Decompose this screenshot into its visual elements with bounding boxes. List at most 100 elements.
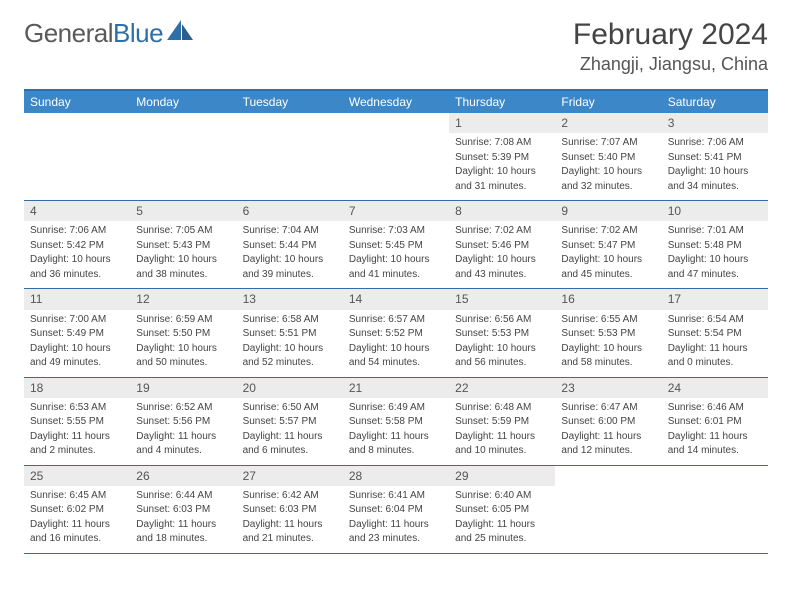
sunrise-text: Sunrise: 6:48 AM (455, 401, 549, 415)
calendar-cell: 10Sunrise: 7:01 AMSunset: 5:48 PMDayligh… (662, 201, 768, 288)
daylight2-text: and 8 minutes. (349, 444, 443, 458)
sunset-text: Sunset: 5:56 PM (136, 415, 230, 429)
day-number (662, 466, 768, 486)
cell-body: Sunrise: 7:00 AMSunset: 5:49 PMDaylight:… (24, 310, 130, 377)
calendar-cell: 27Sunrise: 6:42 AMSunset: 6:03 PMDayligh… (237, 466, 343, 553)
sunrise-text: Sunrise: 6:45 AM (30, 489, 124, 503)
daylight1-text: Daylight: 10 hours (455, 253, 549, 267)
daylight2-text: and 0 minutes. (668, 356, 762, 370)
sunrise-text: Sunrise: 7:07 AM (561, 136, 655, 150)
weekday-sunday: Sunday (24, 91, 130, 113)
day-number: 15 (449, 289, 555, 309)
calendar-cell: 26Sunrise: 6:44 AMSunset: 6:03 PMDayligh… (130, 466, 236, 553)
sunrise-text: Sunrise: 6:49 AM (349, 401, 443, 415)
daylight2-text: and 6 minutes. (243, 444, 337, 458)
daylight1-text: Daylight: 10 hours (30, 253, 124, 267)
cell-body: Sunrise: 6:53 AMSunset: 5:55 PMDaylight:… (24, 398, 130, 465)
sunset-text: Sunset: 5:43 PM (136, 239, 230, 253)
daylight1-text: Daylight: 11 hours (349, 518, 443, 532)
day-number (24, 113, 130, 133)
cell-body: Sunrise: 6:42 AMSunset: 6:03 PMDaylight:… (237, 486, 343, 553)
sunrise-text: Sunrise: 6:41 AM (349, 489, 443, 503)
calendar-cell: 7Sunrise: 7:03 AMSunset: 5:45 PMDaylight… (343, 201, 449, 288)
day-number: 18 (24, 378, 130, 398)
day-number: 9 (555, 201, 661, 221)
sunset-text: Sunset: 5:55 PM (30, 415, 124, 429)
daylight1-text: Daylight: 11 hours (668, 342, 762, 356)
sunset-text: Sunset: 6:01 PM (668, 415, 762, 429)
day-number: 25 (24, 466, 130, 486)
logo: GeneralBlue (24, 18, 195, 49)
sunrise-text: Sunrise: 7:06 AM (30, 224, 124, 238)
daylight1-text: Daylight: 11 hours (136, 518, 230, 532)
calendar-cell: 4Sunrise: 7:06 AMSunset: 5:42 PMDaylight… (24, 201, 130, 288)
sunrise-text: Sunrise: 7:08 AM (455, 136, 549, 150)
sunrise-text: Sunrise: 7:06 AM (668, 136, 762, 150)
sunrise-text: Sunrise: 6:53 AM (30, 401, 124, 415)
day-number: 19 (130, 378, 236, 398)
calendar-cell: 14Sunrise: 6:57 AMSunset: 5:52 PMDayligh… (343, 289, 449, 376)
calendar-week: 25Sunrise: 6:45 AMSunset: 6:02 PMDayligh… (24, 466, 768, 554)
calendar-cell: 15Sunrise: 6:56 AMSunset: 5:53 PMDayligh… (449, 289, 555, 376)
weekday-tuesday: Tuesday (237, 91, 343, 113)
day-number: 10 (662, 201, 768, 221)
sunrise-text: Sunrise: 6:42 AM (243, 489, 337, 503)
day-number: 23 (555, 378, 661, 398)
day-number: 28 (343, 466, 449, 486)
sunset-text: Sunset: 5:53 PM (455, 327, 549, 341)
daylight2-text: and 49 minutes. (30, 356, 124, 370)
daylight2-text: and 39 minutes. (243, 268, 337, 282)
cell-body: Sunrise: 7:03 AMSunset: 5:45 PMDaylight:… (343, 221, 449, 288)
sunset-text: Sunset: 5:57 PM (243, 415, 337, 429)
daylight1-text: Daylight: 10 hours (455, 165, 549, 179)
calendar-week: 18Sunrise: 6:53 AMSunset: 5:55 PMDayligh… (24, 378, 768, 466)
cell-body: Sunrise: 7:01 AMSunset: 5:48 PMDaylight:… (662, 221, 768, 288)
calendar-cell-empty (343, 113, 449, 200)
day-number: 1 (449, 113, 555, 133)
sunset-text: Sunset: 5:49 PM (30, 327, 124, 341)
day-number (555, 466, 661, 486)
calendar-cell: 5Sunrise: 7:05 AMSunset: 5:43 PMDaylight… (130, 201, 236, 288)
day-number (343, 113, 449, 133)
sunrise-text: Sunrise: 7:01 AM (668, 224, 762, 238)
day-number (130, 113, 236, 133)
daylight1-text: Daylight: 10 hours (243, 253, 337, 267)
day-number: 17 (662, 289, 768, 309)
cell-body: Sunrise: 7:06 AMSunset: 5:42 PMDaylight:… (24, 221, 130, 288)
daylight1-text: Daylight: 10 hours (243, 342, 337, 356)
sunset-text: Sunset: 5:44 PM (243, 239, 337, 253)
sunrise-text: Sunrise: 6:54 AM (668, 313, 762, 327)
day-number: 24 (662, 378, 768, 398)
sunrise-text: Sunrise: 7:00 AM (30, 313, 124, 327)
calendar-cell: 17Sunrise: 6:54 AMSunset: 5:54 PMDayligh… (662, 289, 768, 376)
daylight1-text: Daylight: 11 hours (243, 518, 337, 532)
cell-body: Sunrise: 6:56 AMSunset: 5:53 PMDaylight:… (449, 310, 555, 377)
sunrise-text: Sunrise: 7:04 AM (243, 224, 337, 238)
daylight1-text: Daylight: 10 hours (668, 165, 762, 179)
day-number: 4 (24, 201, 130, 221)
sunrise-text: Sunrise: 7:02 AM (561, 224, 655, 238)
day-number: 11 (24, 289, 130, 309)
daylight1-text: Daylight: 10 hours (561, 253, 655, 267)
cell-body: Sunrise: 6:46 AMSunset: 6:01 PMDaylight:… (662, 398, 768, 465)
cell-body: Sunrise: 6:54 AMSunset: 5:54 PMDaylight:… (662, 310, 768, 377)
daylight1-text: Daylight: 11 hours (349, 430, 443, 444)
calendar-cell: 21Sunrise: 6:49 AMSunset: 5:58 PMDayligh… (343, 378, 449, 465)
day-number: 22 (449, 378, 555, 398)
calendar-cell: 25Sunrise: 6:45 AMSunset: 6:02 PMDayligh… (24, 466, 130, 553)
daylight2-text: and 16 minutes. (30, 532, 124, 546)
day-number: 29 (449, 466, 555, 486)
calendar-cell: 12Sunrise: 6:59 AMSunset: 5:50 PMDayligh… (130, 289, 236, 376)
sunset-text: Sunset: 5:47 PM (561, 239, 655, 253)
calendar-week: 11Sunrise: 7:00 AMSunset: 5:49 PMDayligh… (24, 289, 768, 377)
daylight1-text: Daylight: 10 hours (136, 342, 230, 356)
logo-text-blue: Blue (113, 18, 163, 49)
daylight2-text: and 18 minutes. (136, 532, 230, 546)
cell-body: Sunrise: 6:49 AMSunset: 5:58 PMDaylight:… (343, 398, 449, 465)
calendar-cell: 20Sunrise: 6:50 AMSunset: 5:57 PMDayligh… (237, 378, 343, 465)
month-title: February 2024 (573, 18, 768, 52)
weekday-saturday: Saturday (662, 91, 768, 113)
daylight2-text: and 14 minutes. (668, 444, 762, 458)
weeks-container: 1Sunrise: 7:08 AMSunset: 5:39 PMDaylight… (24, 113, 768, 554)
calendar-cell: 29Sunrise: 6:40 AMSunset: 6:05 PMDayligh… (449, 466, 555, 553)
